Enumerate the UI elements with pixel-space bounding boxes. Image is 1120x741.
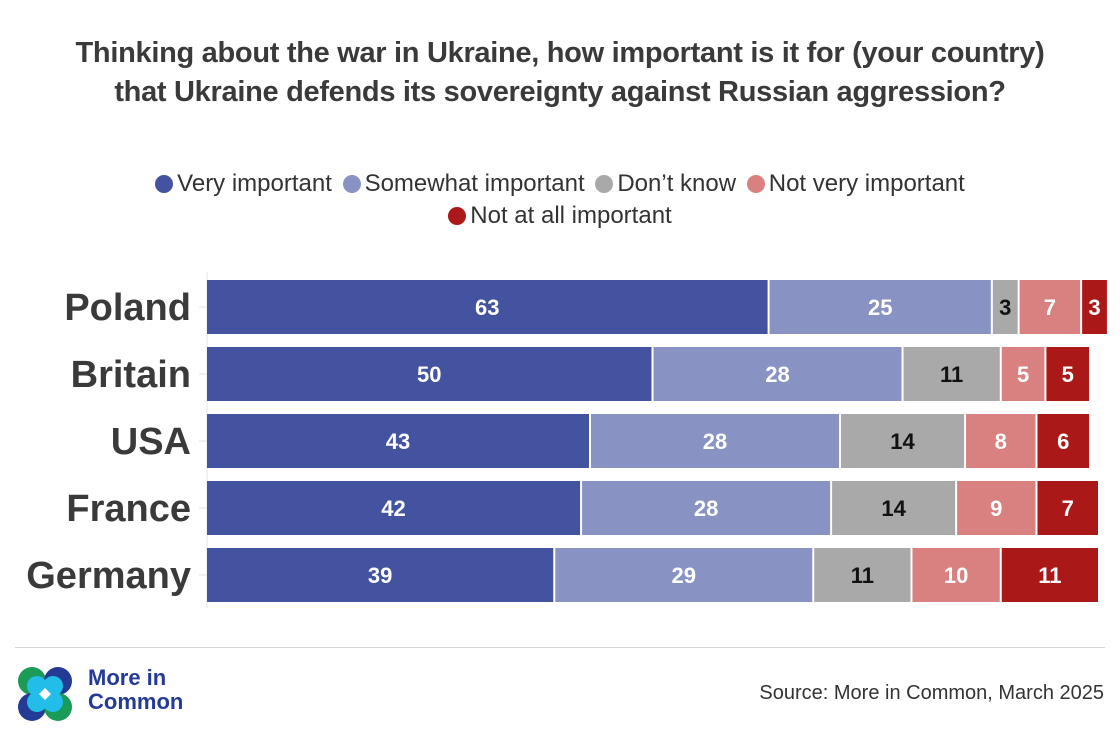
legend-item-dont-know: Don’t know	[595, 168, 736, 200]
bar-segment	[966, 414, 1036, 468]
legend-swatch	[448, 207, 467, 225]
bar-segment	[207, 481, 581, 535]
data-label: 63	[475, 295, 499, 320]
data-label: 10	[944, 563, 968, 588]
data-label: 3	[1088, 295, 1100, 320]
bar-segment	[207, 548, 554, 602]
legend-item-not-at-all-important: Not at all important	[448, 200, 672, 232]
bar-segment	[1037, 481, 1098, 535]
legend-label: Not at all important	[470, 202, 672, 229]
bar-segment	[207, 347, 652, 401]
bar-segment	[1046, 347, 1090, 401]
bar-segment	[1001, 347, 1045, 401]
data-label: 11	[940, 362, 963, 387]
bar-segment	[1019, 280, 1081, 334]
bar-segment	[653, 347, 902, 401]
data-label: 29	[672, 563, 696, 588]
more-in-common-logo: More in Common	[15, 664, 195, 724]
category-label: Poland	[64, 287, 191, 329]
legend: Very important Somewhat important Don’t …	[70, 168, 1050, 232]
data-label: 11	[1038, 563, 1061, 588]
bar-segment	[957, 481, 1036, 535]
bar-segment	[841, 414, 965, 468]
logo-line-2: Common	[88, 689, 184, 714]
bar-segment	[903, 347, 1000, 401]
bar-segment	[1082, 280, 1107, 334]
bar-segment	[207, 280, 768, 334]
logo-text: More in Common	[88, 666, 183, 714]
bar-segment	[207, 414, 589, 468]
logo-icon	[18, 667, 72, 721]
data-label: 8	[995, 429, 1007, 454]
data-label: 7	[1044, 295, 1056, 320]
data-label: 50	[417, 362, 441, 387]
legend-label: Don’t know	[617, 170, 737, 197]
logo-line-1: More in	[88, 665, 167, 690]
data-label: 9	[990, 496, 1002, 521]
data-label: 11	[851, 563, 874, 588]
data-label: 5	[1017, 362, 1029, 387]
data-label: 25	[868, 295, 892, 320]
bar-segment	[769, 280, 991, 334]
stacked-bar-chart: Poland 63 25 3 7 3 Britain 50 28 11 5 5 USA 43 28 14 8 6 F…	[26, 272, 1107, 608]
bar-segment	[1001, 548, 1098, 602]
legend-label: Somewhat important	[364, 170, 585, 197]
bar-segment	[992, 280, 1018, 334]
chart-title: Thinking about the war in Ukraine, how i…	[75, 37, 1045, 108]
data-label: 7	[1062, 496, 1074, 521]
category-label: Germany	[26, 555, 191, 597]
data-label: 39	[368, 563, 392, 588]
data-label: 5	[1062, 362, 1074, 387]
category-label: France	[66, 488, 191, 530]
source-note: Source: More in Common, March 2025	[759, 682, 1104, 704]
data-label: 6	[1057, 429, 1069, 454]
data-label: 28	[765, 362, 789, 387]
data-label: 14	[890, 429, 915, 454]
bar-segment	[832, 481, 956, 535]
data-label: 43	[386, 429, 410, 454]
data-label: 28	[703, 429, 727, 454]
bar-segment	[1037, 414, 1090, 468]
data-label: 42	[381, 496, 405, 521]
data-label: 28	[694, 496, 718, 521]
legend-label: Very important	[177, 170, 332, 197]
legend-item-somewhat-important: Somewhat important	[342, 168, 585, 200]
bar-segment	[912, 548, 1000, 602]
category-label: Britain	[71, 354, 191, 396]
legend-item-very-important: Very important	[155, 168, 332, 200]
bar-segment	[582, 481, 831, 535]
legend-item-not-very-important: Not very important	[746, 168, 965, 200]
legend-swatch	[342, 175, 361, 193]
bar-segment	[555, 548, 813, 602]
legend-swatch	[746, 175, 765, 193]
bar-segment	[814, 548, 911, 602]
data-label: 14	[881, 496, 906, 521]
legend-swatch	[595, 175, 614, 193]
category-label: USA	[111, 421, 191, 463]
legend-swatch	[155, 175, 174, 193]
legend-label: Not very important	[768, 170, 965, 197]
footer-divider	[15, 647, 1105, 648]
bar-segment	[590, 414, 840, 468]
data-label: 3	[999, 295, 1011, 320]
